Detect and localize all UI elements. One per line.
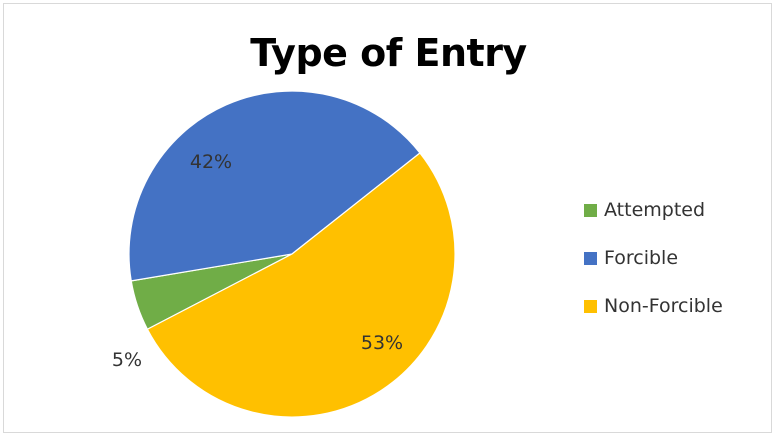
legend-item-non-forcible: Non-Forcible: [584, 294, 723, 318]
chart-title: Type of Entry: [250, 31, 527, 75]
legend-swatch-attempted: [584, 203, 597, 217]
data-label-non-forcible: 53%: [361, 332, 403, 354]
legend-label-forcible: Forcible: [604, 247, 679, 269]
data-label-forcible: 42%: [190, 151, 232, 173]
legend-swatch-forcible: [584, 251, 597, 265]
legend-label-non-forcible: Non-Forcible: [604, 295, 723, 317]
legend-swatch-non-forcible: [584, 299, 597, 313]
pie-slice-non-forcible: [146, 152, 456, 418]
legend-item-attempted: Attempted: [584, 198, 723, 222]
legend-item-forcible: Forcible: [584, 246, 723, 270]
pie-slice-forcible: [128, 90, 421, 282]
legend-label-attempted: Attempted: [604, 199, 706, 221]
legend: Attempted Forcible Non-Forcible: [584, 198, 723, 342]
data-label-attempted: 5%: [112, 349, 142, 371]
